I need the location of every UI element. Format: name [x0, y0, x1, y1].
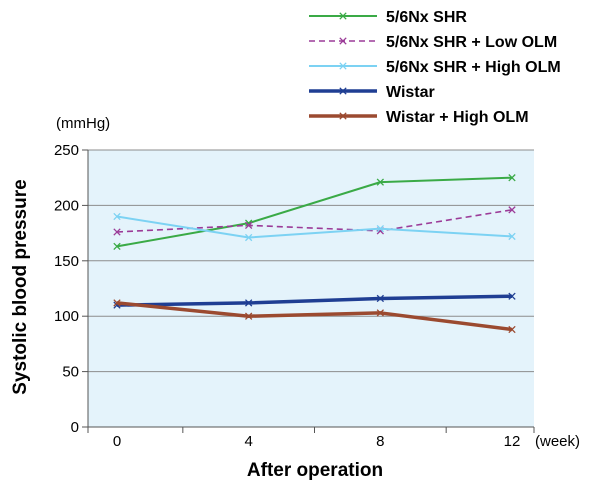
legend-marker — [339, 37, 347, 45]
data-point — [376, 309, 384, 317]
data-point — [508, 174, 516, 182]
y-unit-label: (mmHg) — [56, 115, 110, 132]
y-tick-label: 50 — [62, 364, 79, 381]
y-axis-title: Systolic blood pressure — [10, 179, 31, 394]
series-line — [116, 301, 513, 332]
legend-label: 5/6Nx SHR + Low OLM — [386, 34, 557, 51]
x-tick-label: 0 — [113, 433, 121, 450]
series-line — [116, 176, 513, 248]
data-point — [113, 212, 121, 221]
legend-label: Wistar + High OLM — [386, 109, 529, 126]
plot-area — [88, 150, 534, 427]
legend-item: 5/6Nx SHR — [309, 9, 467, 26]
series-group — [113, 174, 516, 334]
legend-marker — [339, 62, 347, 70]
legend-item: 5/6Nx SHR + High OLM — [309, 59, 561, 76]
data-point — [376, 178, 384, 186]
legend-item: 5/6Nx SHR + Low OLM — [309, 34, 557, 51]
legend-marker — [339, 112, 347, 120]
legend-label: Wistar — [386, 84, 435, 101]
data-point — [113, 242, 121, 251]
x-tick-label: 4 — [244, 433, 252, 450]
legend-marker — [339, 87, 347, 95]
series-line — [116, 294, 513, 307]
series-4 — [113, 292, 516, 309]
data-point — [508, 292, 516, 300]
y-tick-label: 200 — [54, 197, 79, 214]
data-point — [245, 233, 253, 242]
y-tick-label: 250 — [54, 142, 79, 159]
series-line — [116, 209, 513, 233]
y-axis: 0 50 100 150 200 250 — [54, 142, 89, 436]
data-point — [113, 228, 121, 236]
data-point — [376, 225, 384, 233]
x-unit-label: (week) — [535, 433, 580, 450]
legend-item: Wistar + High OLM — [309, 109, 529, 126]
legend-label: 5/6Nx SHR — [386, 9, 467, 26]
data-point — [113, 299, 121, 307]
data-point — [376, 294, 384, 303]
y-tick-label: 0 — [71, 419, 79, 436]
y-tick-label: 100 — [54, 308, 79, 325]
legend-item: Wistar — [309, 84, 435, 101]
y-tick-label: 150 — [54, 253, 79, 270]
data-point — [508, 232, 516, 241]
legend-label: 5/6Nx SHR + High OLM — [386, 59, 561, 76]
data-point — [508, 206, 516, 214]
data-point — [245, 221, 253, 230]
series-2 — [113, 206, 516, 236]
series-3 — [113, 212, 516, 242]
series-5 — [113, 299, 516, 334]
data-point — [245, 312, 253, 320]
legend: 5/6Nx SHR 5/6Nx SHR + Low OLM 5/6Nx SHR + … — [309, 9, 561, 126]
legend-marker — [339, 12, 347, 20]
x-axis: 0 4 8 12 — [87, 426, 535, 450]
x-axis-title: After operation — [247, 460, 383, 481]
x-tick-label: 12 — [504, 433, 521, 450]
x-tick-label: 8 — [376, 433, 384, 450]
series-line — [116, 215, 513, 239]
data-point — [245, 299, 253, 307]
data-point — [508, 325, 516, 334]
